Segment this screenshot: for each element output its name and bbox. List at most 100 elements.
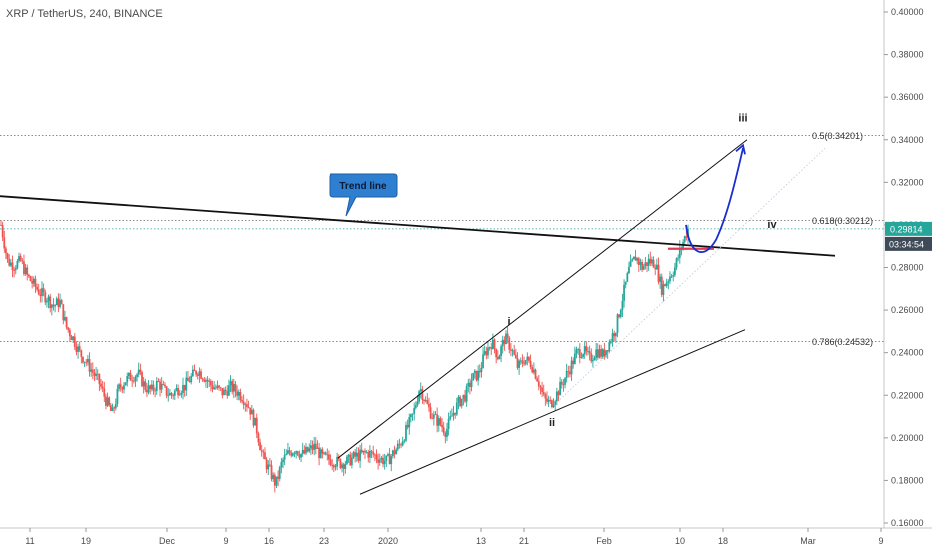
x-tick-label: 9 bbox=[223, 536, 228, 546]
candle-body bbox=[149, 385, 152, 390]
candle-body bbox=[352, 452, 355, 458]
candle-body bbox=[510, 349, 512, 351]
candle-body bbox=[46, 301, 48, 303]
candle-body bbox=[105, 396, 107, 406]
candle-body bbox=[144, 381, 147, 390]
trend-line-callout[interactable]: Trend line bbox=[329, 173, 398, 217]
candle-body bbox=[300, 453, 302, 458]
candle-body bbox=[395, 449, 398, 455]
candle-body bbox=[242, 401, 245, 405]
candle-body bbox=[601, 349, 604, 357]
candle-body bbox=[393, 450, 396, 455]
candle-body bbox=[165, 386, 168, 396]
candle-body bbox=[519, 360, 522, 362]
candle-body bbox=[429, 407, 432, 419]
candle-body bbox=[544, 394, 547, 399]
candle-body bbox=[528, 356, 530, 361]
candle-body bbox=[582, 354, 584, 358]
candle-body bbox=[290, 452, 293, 456]
candle-body bbox=[578, 349, 581, 358]
candle-body bbox=[649, 258, 652, 264]
candle-body bbox=[560, 381, 563, 385]
channel-lower-line[interactable] bbox=[359, 329, 746, 495]
candle-body bbox=[54, 305, 57, 307]
candle-body bbox=[564, 377, 566, 385]
candle-body bbox=[646, 262, 648, 266]
candle-body bbox=[172, 395, 175, 397]
candle-body bbox=[610, 341, 612, 343]
candle-body bbox=[229, 381, 232, 386]
candle-body bbox=[31, 281, 34, 284]
candle-body bbox=[521, 360, 524, 364]
candle-body bbox=[236, 391, 239, 396]
candle-body bbox=[209, 380, 212, 386]
candle-body bbox=[134, 376, 137, 382]
candle-body bbox=[651, 259, 653, 264]
candle-body bbox=[296, 451, 299, 455]
candle-body bbox=[496, 357, 499, 360]
candle-body bbox=[341, 464, 343, 468]
candle-body bbox=[177, 387, 179, 396]
candle-body bbox=[126, 375, 129, 383]
candle-body bbox=[16, 261, 19, 269]
candle-body bbox=[665, 282, 668, 287]
candle-body bbox=[410, 414, 412, 418]
candle-body bbox=[572, 360, 575, 364]
y-tick-label: 0.18000 bbox=[891, 475, 924, 485]
candle-body bbox=[413, 407, 416, 414]
candle-body bbox=[280, 462, 283, 468]
candle-body bbox=[580, 357, 583, 358]
candle-body bbox=[116, 388, 119, 404]
candle-body bbox=[26, 267, 29, 275]
candle-body bbox=[113, 407, 116, 409]
candle-body bbox=[32, 278, 35, 284]
candle-body bbox=[600, 349, 603, 357]
candle-body bbox=[55, 298, 58, 306]
last-price-tag-bg bbox=[885, 221, 932, 236]
last-price-tag-label: 0.29814 bbox=[890, 224, 923, 234]
candle-body bbox=[349, 454, 352, 466]
candle-body bbox=[187, 377, 189, 381]
y-tick-label: 0.36000 bbox=[891, 92, 924, 102]
candle-body bbox=[670, 276, 673, 278]
candle-body bbox=[611, 333, 614, 342]
candle-body bbox=[573, 353, 576, 364]
candle-body bbox=[67, 327, 70, 331]
candle-body bbox=[511, 350, 514, 352]
candle-body bbox=[154, 390, 157, 392]
candle-body bbox=[101, 386, 104, 389]
fib-label: 0.5(0.34201) bbox=[812, 131, 863, 141]
candle-body bbox=[672, 275, 675, 277]
candle-body bbox=[287, 450, 289, 454]
candle-body bbox=[618, 314, 621, 317]
candle-body bbox=[52, 304, 55, 307]
projection-path[interactable] bbox=[685, 148, 744, 253]
trend-line[interactable] bbox=[0, 195, 836, 257]
candle-body bbox=[190, 375, 193, 383]
candle-body bbox=[655, 264, 658, 270]
candle-body bbox=[569, 371, 571, 375]
candle-body bbox=[95, 373, 97, 376]
candle-body bbox=[178, 394, 181, 396]
candle-body bbox=[200, 371, 202, 379]
candle-body bbox=[408, 417, 411, 428]
candle-body bbox=[592, 360, 594, 362]
candle-body bbox=[203, 379, 206, 382]
wave-label-iv: iv bbox=[767, 219, 777, 231]
candle-body bbox=[24, 267, 27, 275]
candle-body bbox=[683, 236, 686, 243]
candle-body bbox=[221, 388, 224, 396]
channel-upper-line[interactable] bbox=[337, 139, 748, 459]
candle-body bbox=[514, 354, 517, 359]
candle-body bbox=[506, 333, 509, 338]
candle-body bbox=[398, 443, 401, 445]
candle-body bbox=[323, 452, 325, 454]
candle-body bbox=[42, 288, 45, 293]
candle-body bbox=[23, 261, 25, 275]
x-tick-label: 16 bbox=[264, 536, 274, 546]
candle-body bbox=[547, 399, 550, 402]
candle-body bbox=[450, 415, 453, 417]
candle-body bbox=[86, 358, 89, 363]
y-tick-label: 0.16000 bbox=[891, 518, 924, 528]
